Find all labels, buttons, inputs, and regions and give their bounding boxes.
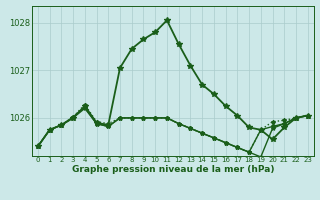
X-axis label: Graphe pression niveau de la mer (hPa): Graphe pression niveau de la mer (hPa)	[72, 165, 274, 174]
